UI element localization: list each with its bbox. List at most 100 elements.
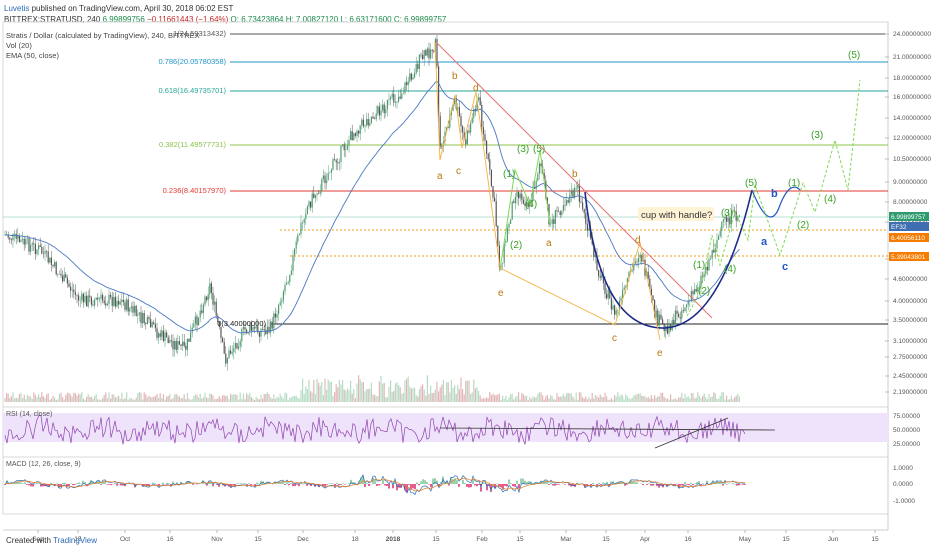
volume-bar bbox=[50, 398, 52, 402]
volume-bar bbox=[473, 379, 475, 402]
macd-hist-bar bbox=[242, 483, 244, 484]
volume-bar bbox=[154, 395, 156, 402]
volume-bar bbox=[426, 375, 428, 402]
volume-bar bbox=[569, 393, 571, 402]
legend-ema[interactable]: EMA (50, close) bbox=[6, 51, 59, 60]
candle-body bbox=[394, 102, 396, 103]
volume-bar bbox=[698, 395, 700, 402]
candle-body bbox=[423, 50, 425, 60]
candle-body bbox=[124, 302, 126, 310]
volume-bar bbox=[84, 399, 86, 402]
macd-hist-bar bbox=[568, 484, 570, 486]
main-panel bbox=[2, 21, 889, 408]
volume-bar bbox=[196, 394, 198, 402]
volume-bar bbox=[652, 398, 654, 402]
candle-body bbox=[625, 286, 627, 288]
candle-body bbox=[71, 289, 73, 291]
volume-bar bbox=[103, 394, 105, 402]
candle-body bbox=[286, 283, 288, 285]
volume-bar bbox=[110, 398, 112, 402]
macd-hist-bar bbox=[330, 483, 332, 484]
candle-body bbox=[735, 211, 737, 221]
macd-hist-bar bbox=[82, 480, 84, 484]
candle-body bbox=[255, 326, 257, 329]
volume-bar bbox=[433, 392, 435, 402]
volume-bar bbox=[412, 387, 414, 402]
green-wave-1c: (1) bbox=[788, 178, 800, 189]
candle-body bbox=[530, 200, 532, 201]
candle-body bbox=[361, 119, 363, 126]
macd-hist-bar bbox=[300, 483, 302, 484]
macd-hist-bar bbox=[512, 484, 514, 487]
volume-bar bbox=[394, 383, 396, 402]
volume-bar bbox=[673, 398, 675, 402]
volume-bar bbox=[530, 398, 532, 402]
tradingview-logo[interactable]: TradingView bbox=[53, 536, 98, 545]
candle-body bbox=[722, 219, 724, 222]
volume-bar bbox=[145, 394, 147, 402]
macd-hist-bar bbox=[474, 484, 476, 486]
volume-bar bbox=[418, 389, 420, 402]
candle-body bbox=[143, 313, 145, 324]
volume-bar bbox=[362, 381, 364, 402]
volume-bar bbox=[614, 395, 616, 402]
candle-body bbox=[228, 350, 230, 359]
volume-bar bbox=[516, 395, 518, 402]
volume-bar bbox=[58, 393, 60, 402]
macd-hist-bar bbox=[536, 482, 538, 484]
candle-body bbox=[132, 306, 134, 313]
volume-bar bbox=[719, 395, 721, 402]
macd-hist-bar bbox=[504, 484, 506, 486]
volume-bar bbox=[282, 398, 284, 402]
volume-bar bbox=[455, 393, 457, 402]
candle-body bbox=[364, 125, 366, 127]
high-text: H: 7.00827120 bbox=[285, 15, 339, 24]
candle-body bbox=[446, 127, 448, 132]
macd-hist-bar bbox=[244, 483, 246, 484]
volume-bar bbox=[537, 393, 539, 402]
macd-hist-bar bbox=[256, 482, 258, 484]
candle-body bbox=[329, 172, 331, 174]
volume-bar bbox=[340, 384, 342, 402]
candle-body bbox=[679, 317, 681, 319]
macd-hist-bar bbox=[404, 484, 406, 491]
macd-hist-bar bbox=[468, 484, 470, 488]
macd-hist-bar bbox=[18, 481, 20, 484]
macd-label[interactable]: MACD (12, 26, close, 9) bbox=[6, 461, 81, 468]
candle-body bbox=[233, 347, 235, 353]
volume-bar bbox=[68, 392, 70, 402]
candle-body bbox=[135, 305, 137, 316]
candle-body bbox=[174, 340, 176, 350]
volume-bar bbox=[398, 384, 400, 402]
volume-bar bbox=[705, 397, 707, 402]
volume-bar bbox=[332, 395, 334, 402]
volume-bar bbox=[689, 398, 691, 402]
volume-bar bbox=[191, 399, 193, 402]
candle-body bbox=[31, 243, 33, 246]
volume-bar bbox=[558, 396, 560, 402]
candle-body bbox=[574, 187, 576, 198]
candle-body bbox=[246, 329, 248, 334]
volume-bar bbox=[87, 394, 89, 402]
candle-body bbox=[594, 255, 596, 258]
author-link[interactable]: Luvetis bbox=[4, 4, 30, 13]
macd-hist-bar bbox=[288, 484, 290, 486]
volume-bar bbox=[143, 392, 145, 402]
macd-hist-bar bbox=[622, 482, 624, 484]
close-text: C: 6.99899757 bbox=[393, 15, 447, 24]
volume-bar bbox=[630, 399, 632, 402]
macd-hist-bar bbox=[284, 484, 286, 485]
candle-body bbox=[503, 242, 505, 264]
candle-body bbox=[537, 173, 539, 181]
time-tick-label: 15 bbox=[516, 536, 524, 543]
time-tick-label: Jun bbox=[828, 536, 839, 543]
rsi-label[interactable]: RSI (14, close) bbox=[6, 411, 52, 418]
volume-bar bbox=[92, 398, 94, 402]
volume-bar bbox=[726, 395, 728, 402]
volume-bar bbox=[439, 387, 441, 402]
legend-vol[interactable]: Vol (20) bbox=[6, 41, 32, 50]
candle-body bbox=[650, 288, 652, 296]
volume-bar bbox=[113, 394, 115, 402]
candle-body bbox=[623, 287, 625, 290]
